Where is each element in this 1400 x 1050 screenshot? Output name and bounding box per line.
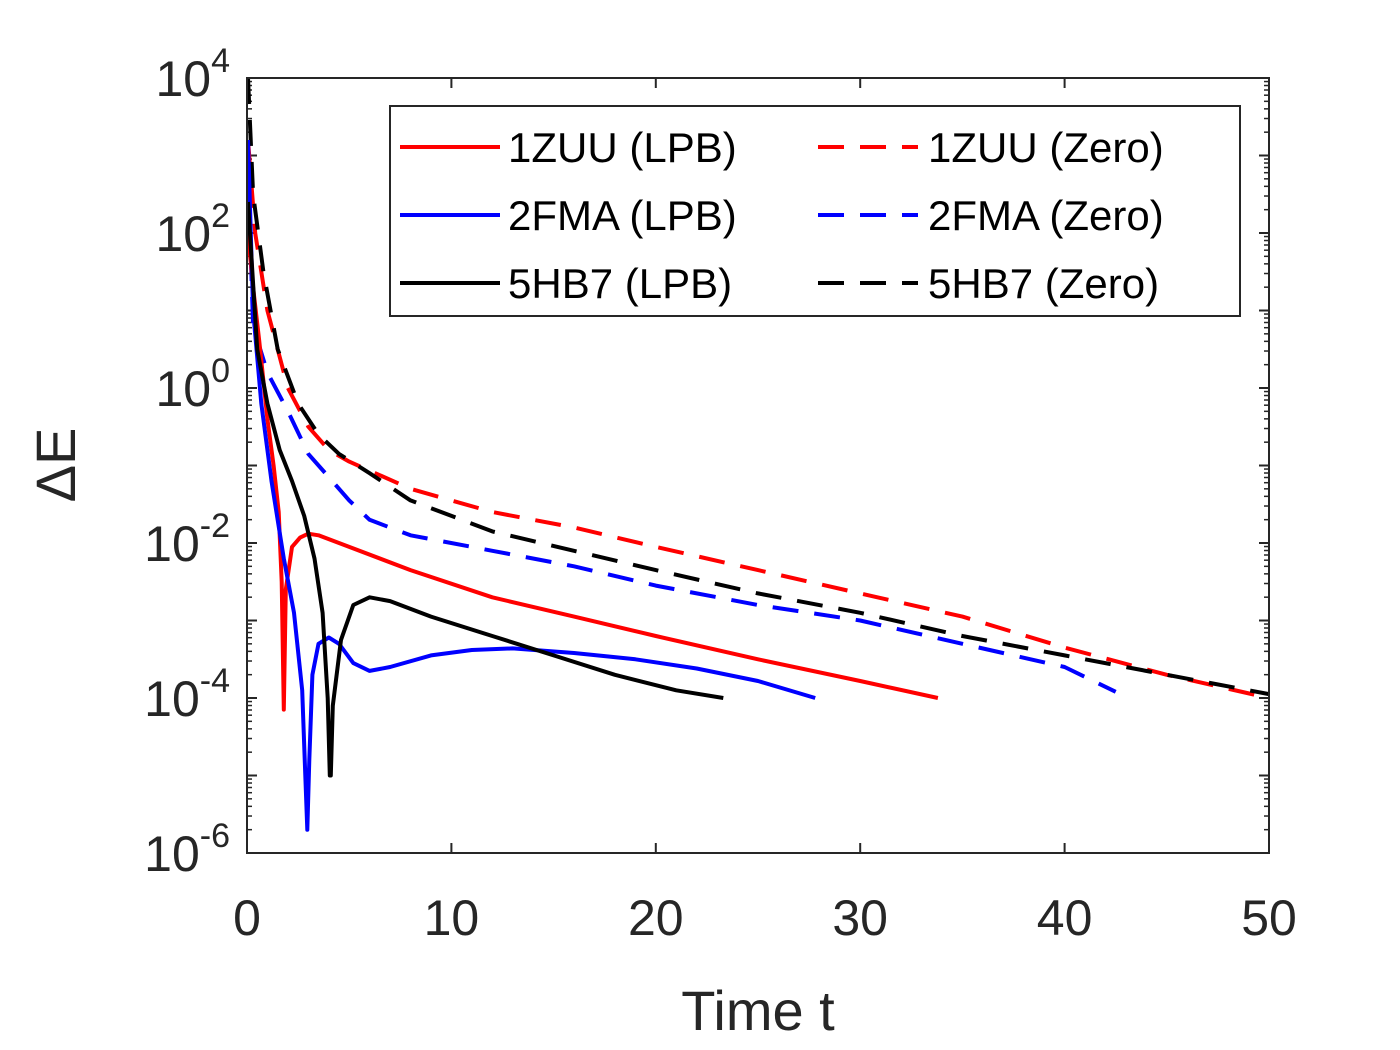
x-tick-label: 0 (233, 890, 261, 946)
legend: 1ZUU (LPB) 1ZUU (Zero) 2FMA (LPB) 2FMA (Zer… (389, 105, 1241, 317)
legend-label-1zuu-zero: 1ZUU (Zero) (928, 124, 1164, 171)
legend-label-2fma-zero: 2FMA (Zero) (928, 192, 1164, 239)
y-tick-label: 10-4 (144, 662, 230, 727)
series-line-1zuu-zero (246, 139, 1270, 700)
y-tick-labels: 10-6 10-4 10-2 100 102 104 (144, 42, 230, 882)
y-tick-label: 10-6 (144, 817, 230, 882)
series-line-2fma-lpb (246, 139, 816, 832)
y-tick-label: 102 (155, 197, 230, 262)
legend-label-1zuu-lpb: 1ZUU (LPB) (508, 124, 737, 171)
legend-label-2fma-lpb: 2FMA (LPB) (508, 192, 737, 239)
y-tick-label: 100 (155, 352, 230, 417)
y-tick-label: 104 (155, 42, 230, 107)
x-tick-label: 50 (1241, 890, 1297, 946)
y-axis-label: ΔE (24, 428, 87, 503)
data-series (246, 77, 1270, 832)
series-line-5hb7-lpb (246, 201, 724, 778)
x-tick-labels: 0 10 20 30 40 50 (233, 890, 1297, 946)
x-tick-label: 30 (832, 890, 888, 946)
y-tick-label: 10-2 (144, 507, 230, 572)
legend-box (389, 105, 1241, 317)
series-line-2fma-zero (246, 170, 1117, 694)
plot-frame (246, 77, 1270, 854)
x-tick-label: 20 (628, 890, 684, 946)
series-line-1zuu-lpb (246, 232, 939, 712)
x-tick-label: 40 (1037, 890, 1093, 946)
x-axis-label: Time t (681, 979, 835, 1042)
series-line-5hb7-zero (246, 77, 1270, 697)
legend-label-5hb7-zero: 5HB7 (Zero) (928, 260, 1159, 307)
x-tick-label: 10 (424, 890, 480, 946)
legend-label-5hb7-lpb: 5HB7 (LPB) (508, 260, 732, 307)
